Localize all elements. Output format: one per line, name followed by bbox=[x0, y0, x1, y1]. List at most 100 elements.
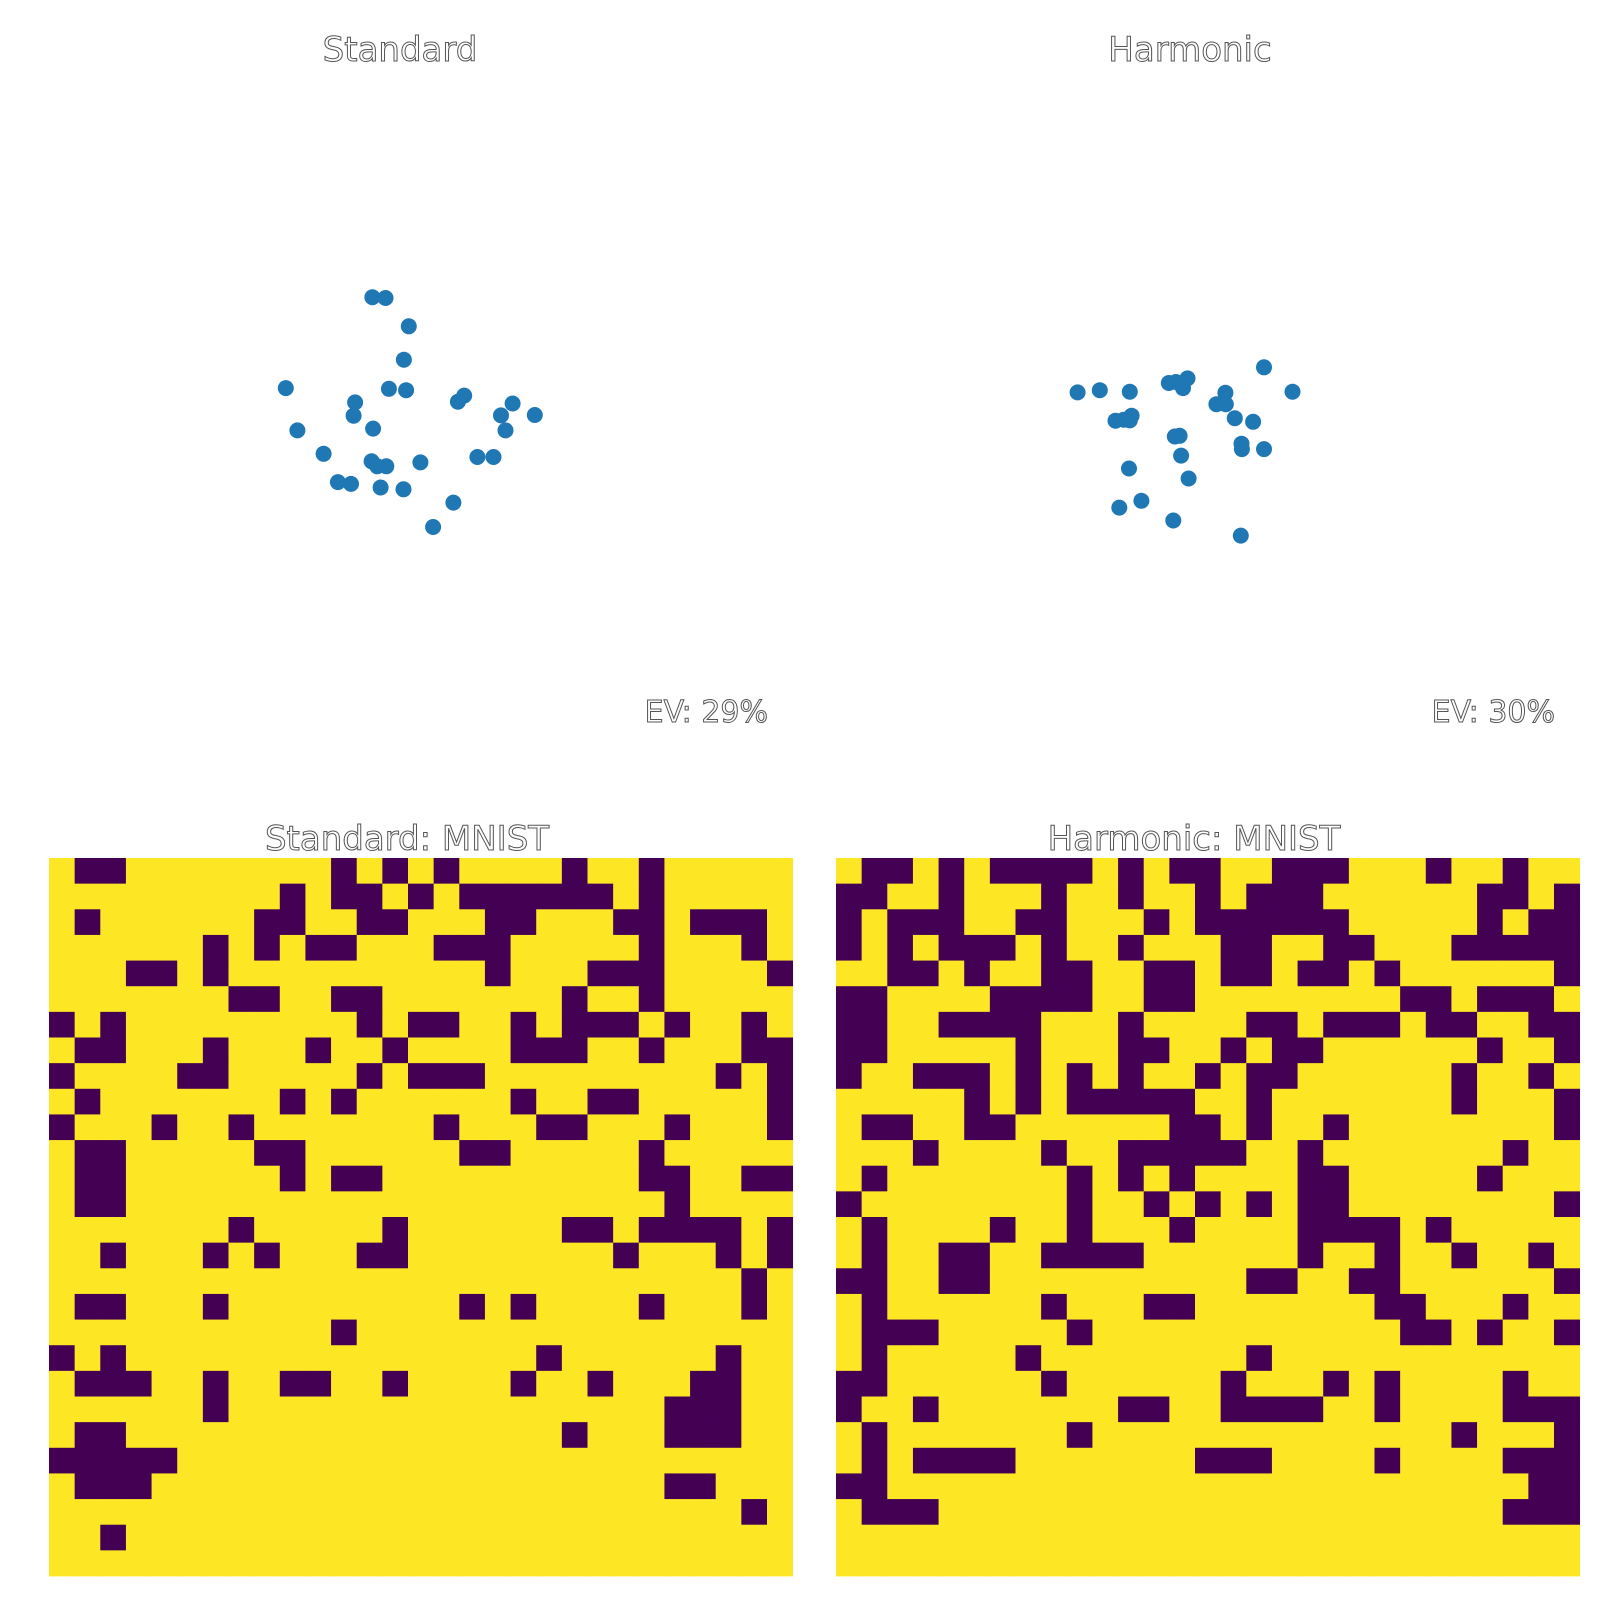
heatmap-cell bbox=[125, 1319, 152, 1346]
heatmap-cell bbox=[964, 1217, 991, 1244]
heatmap-cell bbox=[125, 1447, 152, 1474]
heatmap-cell bbox=[638, 1063, 665, 1090]
heatmap-cell bbox=[1195, 1499, 1222, 1526]
heatmap-cell bbox=[356, 1191, 383, 1218]
heatmap-cell bbox=[202, 1447, 229, 1474]
heatmap-cell bbox=[1246, 1242, 1273, 1269]
heatmap-cell bbox=[49, 986, 76, 1013]
heatmap-cell bbox=[887, 1293, 914, 1320]
heatmap-cell bbox=[1374, 1319, 1401, 1346]
heatmap-cell bbox=[989, 1447, 1016, 1474]
heatmap-cell bbox=[1271, 1011, 1298, 1038]
heatmap-cell bbox=[202, 1088, 229, 1115]
heatmap-cell bbox=[1169, 1293, 1196, 1320]
heatmap-cell bbox=[1271, 1088, 1298, 1115]
heatmap-cell bbox=[989, 1191, 1016, 1218]
heatmap-cell bbox=[836, 1370, 863, 1397]
heatmap-cell bbox=[887, 1319, 914, 1346]
heatmap-cell bbox=[989, 1140, 1016, 1167]
heatmap-cell bbox=[1143, 909, 1170, 936]
heatmap-cell bbox=[989, 1473, 1016, 1500]
heatmap-cell bbox=[433, 1473, 460, 1500]
heatmap-cell bbox=[433, 1524, 460, 1551]
heatmap-cell bbox=[510, 934, 537, 961]
scatter-point bbox=[504, 395, 521, 412]
heatmap-cell bbox=[1195, 1165, 1222, 1192]
heatmap-cell bbox=[690, 1524, 717, 1551]
heatmap-cell bbox=[510, 1011, 537, 1038]
heatmap-cell bbox=[1041, 1396, 1068, 1423]
heatmap-cell bbox=[305, 1396, 332, 1423]
heatmap-cell bbox=[1092, 1242, 1119, 1269]
heatmap-cell bbox=[1195, 1242, 1222, 1269]
heatmap-cell bbox=[561, 1499, 588, 1526]
heatmap-cell bbox=[100, 1140, 127, 1167]
heatmap-cell bbox=[613, 1345, 640, 1372]
scatter-point bbox=[493, 407, 509, 424]
heatmap-cell bbox=[741, 934, 768, 961]
heatmap-cell bbox=[74, 1037, 101, 1064]
heatmap-cell bbox=[1220, 1011, 1247, 1038]
heatmap-cell bbox=[305, 1293, 332, 1320]
heatmap-cell bbox=[912, 1524, 939, 1551]
heatmap-cell bbox=[356, 1524, 383, 1551]
heatmap-cell bbox=[536, 883, 563, 910]
heatmap-cell bbox=[151, 934, 178, 961]
heatmap-cell bbox=[638, 960, 665, 987]
heatmap-cell bbox=[1528, 1217, 1555, 1244]
heatmap-cell bbox=[561, 1345, 588, 1372]
heatmap-cell bbox=[1323, 883, 1350, 910]
heatmap-cell bbox=[1400, 1396, 1427, 1423]
heatmap-cell bbox=[484, 1268, 511, 1295]
heatmap-cell bbox=[1271, 1217, 1298, 1244]
heatmap-cell bbox=[536, 1191, 563, 1218]
heatmap-cell bbox=[912, 960, 939, 987]
heatmap-cell bbox=[690, 1088, 717, 1115]
heatmap-cell bbox=[356, 1268, 383, 1295]
heatmap-cell bbox=[510, 1191, 537, 1218]
heatmap-cell bbox=[715, 858, 742, 885]
heatmap-cell bbox=[1143, 1268, 1170, 1295]
heatmap-cell bbox=[305, 960, 332, 987]
heatmap-cell bbox=[1374, 858, 1401, 885]
heatmap-cell bbox=[964, 1114, 991, 1141]
heatmap-cell bbox=[1451, 1499, 1478, 1526]
heatmap-cell bbox=[1554, 1037, 1581, 1064]
heatmap-cell bbox=[459, 909, 486, 936]
heatmap-cell bbox=[664, 986, 691, 1013]
heatmap-cell bbox=[690, 1345, 717, 1372]
panel-title-standard: Standard bbox=[323, 30, 478, 70]
heatmap-cell bbox=[1195, 858, 1222, 885]
heatmap-cell bbox=[1092, 858, 1119, 885]
heatmap-cell bbox=[510, 1422, 537, 1449]
heatmap-cell bbox=[1143, 1242, 1170, 1269]
heatmap-cell bbox=[74, 1550, 101, 1577]
heatmap-cell bbox=[305, 1422, 332, 1449]
heatmap-cell bbox=[1425, 1268, 1452, 1295]
heatmap-cell bbox=[1041, 1037, 1068, 1064]
heatmap-cell bbox=[912, 1217, 939, 1244]
heatmap-cell bbox=[1220, 1088, 1247, 1115]
heatmap-cell bbox=[1246, 909, 1273, 936]
heatmap-cell bbox=[356, 1447, 383, 1474]
heatmap-cell bbox=[1143, 1447, 1170, 1474]
heatmap-cell bbox=[433, 1037, 460, 1064]
heatmap-cell bbox=[1502, 1088, 1529, 1115]
heatmap-cell bbox=[536, 1037, 563, 1064]
heatmap-cell bbox=[964, 1191, 991, 1218]
heatmap-cell bbox=[1118, 1422, 1145, 1449]
heatmap-cell bbox=[1015, 1063, 1042, 1090]
heatmap-cell bbox=[1425, 960, 1452, 987]
heatmap-cell bbox=[1502, 1524, 1529, 1551]
heatmap-cell bbox=[938, 909, 965, 936]
heatmap-cell bbox=[279, 1293, 306, 1320]
heatmap-cell bbox=[836, 1011, 863, 1038]
heatmap-cell bbox=[836, 1447, 863, 1474]
heatmap-cell bbox=[587, 1217, 614, 1244]
heatmap-cell bbox=[433, 1268, 460, 1295]
heatmap-cell bbox=[1528, 1396, 1555, 1423]
heatmap-cell bbox=[279, 1011, 306, 1038]
heatmap-cell bbox=[1477, 1422, 1504, 1449]
heatmap-cell bbox=[1297, 1088, 1324, 1115]
heatmap-cell bbox=[279, 909, 306, 936]
